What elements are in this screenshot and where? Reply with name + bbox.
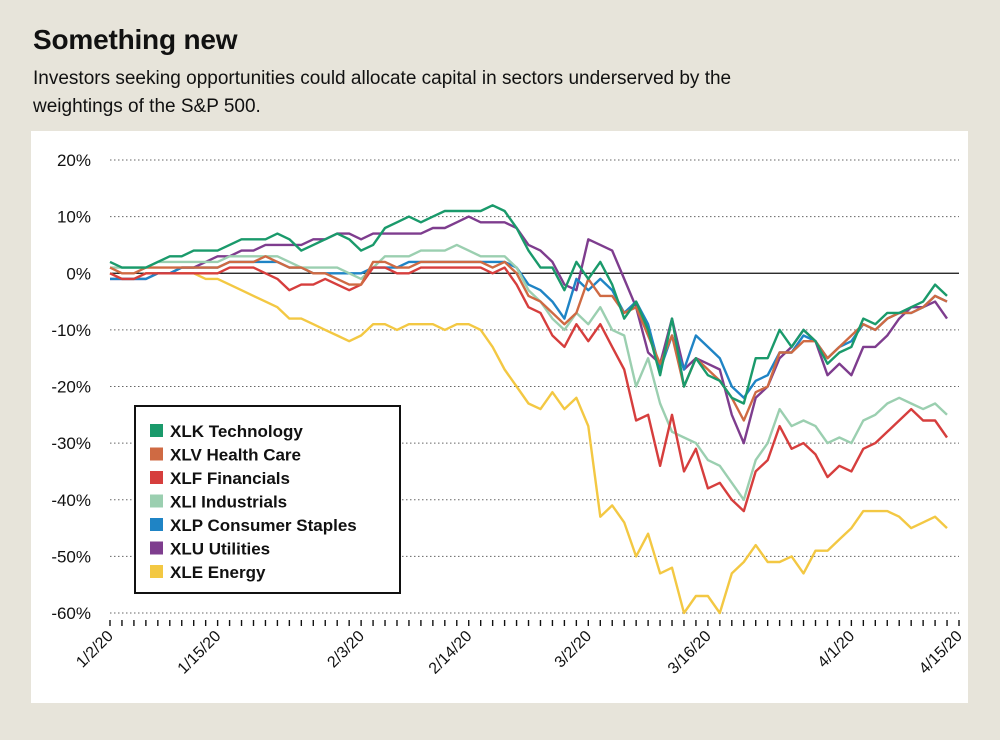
y-tick-label: -40% — [51, 491, 91, 510]
legend-label: XLP Consumer Staples — [170, 516, 357, 535]
legend-label: XLI Industrials — [170, 493, 287, 512]
series-line — [110, 260, 948, 399]
legend — [134, 405, 401, 594]
series-line — [109, 272, 948, 615]
legend-label: XLE Energy — [170, 563, 266, 582]
y-tick-label: -30% — [51, 434, 91, 453]
y-tick-label: -50% — [51, 547, 91, 566]
x-tick-label: 1/15/20 — [175, 628, 225, 678]
series-line — [109, 204, 948, 405]
y-tick-label: -20% — [51, 378, 91, 397]
y-tick-label: -10% — [51, 321, 91, 340]
legend-label: XLV Health Care — [170, 446, 301, 465]
line-chart: 20% 10% 0% -10% -20% -30% -40% -50% -60% 1/2/20 1/… — [51, 151, 966, 678]
x-tick-label: 3/2/20 — [552, 628, 596, 672]
x-tick-label: 4/1/20 — [815, 628, 859, 672]
y-tick-label: 20% — [57, 151, 91, 170]
series-line — [109, 255, 948, 422]
y-tick-label: 10% — [57, 208, 91, 227]
legend-swatch — [150, 518, 163, 531]
legend-swatch — [150, 471, 163, 484]
legend-label: XLK Technology — [170, 422, 303, 441]
y-tick-label: 0% — [66, 264, 91, 283]
legend-swatch — [150, 541, 163, 555]
legend-swatch — [150, 494, 163, 508]
x-tick-label: 4/15/20 — [916, 628, 966, 678]
x-tick-label: 1/2/20 — [73, 628, 117, 672]
chart-title: Something new — [33, 24, 238, 55]
legend-label: XLU Utilities — [170, 540, 270, 559]
x-tick-label: 2/14/20 — [426, 628, 476, 678]
x-tick-label: 2/3/20 — [324, 628, 368, 672]
chart-panel: 20% 10% 0% -10% -20% -30% -40% -50% -60% 1/2/20 1/… — [31, 131, 968, 703]
legend-label: XLF Financials — [170, 469, 290, 488]
series-line — [110, 243, 948, 501]
y-tick-label: -60% — [51, 604, 91, 623]
x-tick-label: 3/16/20 — [665, 628, 715, 678]
chart-subtitle: Investors seeking opportunities could al… — [33, 68, 732, 117]
legend-swatch — [150, 424, 163, 437]
legend-swatch — [150, 565, 163, 578]
series-line — [109, 266, 948, 513]
legend-swatch — [150, 447, 163, 461]
